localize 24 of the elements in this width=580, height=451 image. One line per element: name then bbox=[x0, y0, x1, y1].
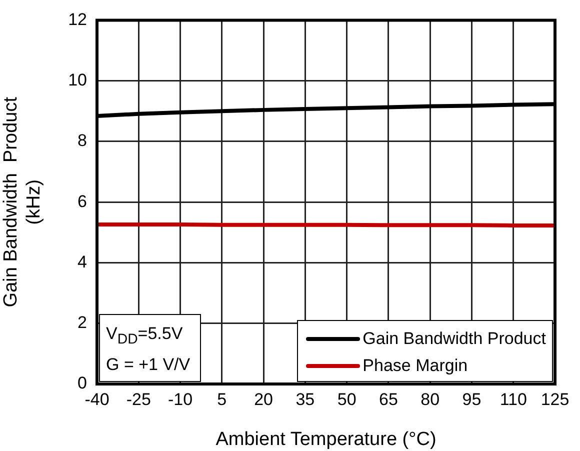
y-tick-label: 6 bbox=[78, 192, 87, 211]
y-tick-label: 0 bbox=[78, 374, 87, 393]
annotation: V$_{DD}$=5.5V G = +1 V/V bbox=[99, 314, 202, 382]
legend-label: Phase Margin bbox=[362, 356, 468, 376]
legend-label: Gain Bandwidth Product bbox=[362, 328, 546, 348]
x-tick-label: 5 bbox=[217, 390, 227, 409]
y-axis-title: Gain Bandwidth Product (kHz) bbox=[0, 96, 44, 308]
y-tick-label: 12 bbox=[68, 10, 87, 29]
y-tick-label: 2 bbox=[78, 313, 87, 332]
x-tick-label: 65 bbox=[378, 390, 398, 409]
x-tick-label: 50 bbox=[337, 390, 356, 409]
y-tick-label: 8 bbox=[78, 131, 87, 150]
x-tick-label: -40 bbox=[84, 390, 110, 409]
x-axis-title: Ambient Temperature (°C) bbox=[216, 428, 436, 450]
x-tick-label: 35 bbox=[296, 390, 315, 409]
x-tick-label: 110 bbox=[500, 390, 527, 409]
y-tick-label: 10 bbox=[68, 70, 87, 90]
y-tick-label: 4 bbox=[78, 252, 87, 272]
x-tick-label: 95 bbox=[462, 390, 482, 409]
x-tick-label: 80 bbox=[420, 390, 440, 409]
x-tick-label: 125 bbox=[540, 390, 570, 409]
x-tick-label: -25 bbox=[126, 390, 151, 409]
x-tick-label: 20 bbox=[254, 390, 274, 409]
x-tick-label: -10 bbox=[168, 390, 193, 409]
